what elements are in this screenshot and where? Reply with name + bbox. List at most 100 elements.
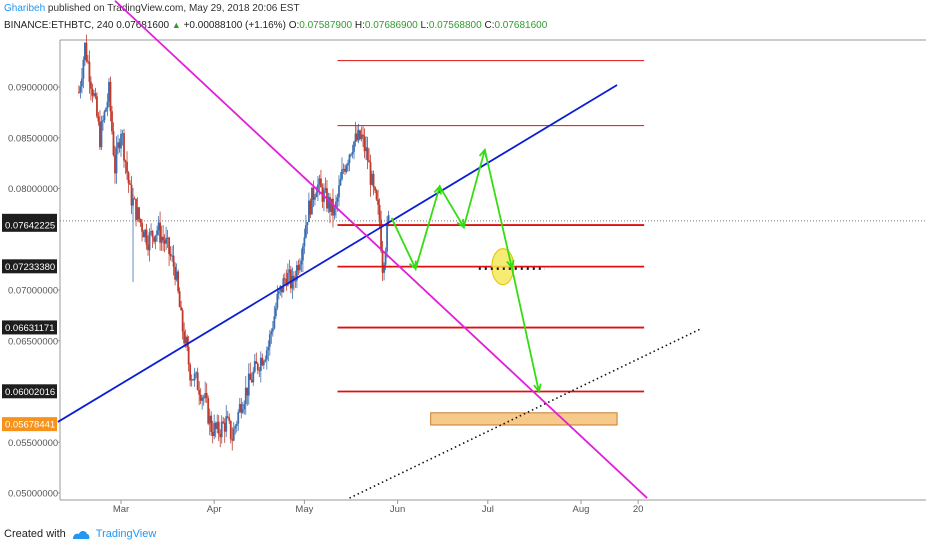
candle-body	[381, 250, 384, 273]
candle-body	[380, 219, 382, 251]
candle-body	[189, 364, 192, 381]
candle-body	[153, 237, 155, 242]
candle-body	[172, 255, 175, 267]
candle-body	[217, 421, 220, 435]
candle-body	[226, 416, 229, 418]
candle-body	[363, 136, 366, 152]
author-name[interactable]: Gharibeh	[4, 3, 46, 14]
candle-body	[256, 363, 259, 371]
candle-body	[141, 222, 143, 232]
candle-body	[354, 133, 357, 142]
candle-body	[384, 251, 387, 265]
candle-body	[253, 361, 256, 372]
candle-body	[276, 293, 279, 308]
y-tick-label: 0.06500000	[8, 336, 58, 347]
y-tick-label: 0.08500000	[8, 133, 58, 144]
candle-body	[320, 178, 322, 188]
y-tick-label: 0.09000000	[8, 83, 58, 94]
candle-body	[202, 397, 205, 399]
candle-body	[126, 161, 128, 173]
price-badge	[2, 259, 57, 274]
target-zone-box[interactable]	[430, 412, 618, 426]
candle-body	[112, 131, 115, 156]
candle-body	[186, 336, 189, 347]
candle-body	[305, 225, 307, 238]
projection-path[interactable]	[390, 149, 540, 392]
candle-body	[357, 130, 360, 141]
candle-body	[91, 88, 94, 96]
candle-body	[332, 198, 334, 216]
candle-body	[359, 130, 361, 139]
x-tick-label: 20	[633, 504, 644, 515]
candle-body	[105, 108, 107, 112]
low-value: 0.07568800	[428, 20, 482, 31]
candle-body	[160, 236, 163, 243]
candle-body	[300, 260, 303, 265]
candle-body	[375, 190, 378, 200]
candle-body	[199, 394, 202, 401]
candle-body	[87, 60, 89, 62]
candle-body	[154, 235, 157, 242]
candle-body	[228, 417, 231, 421]
candle-body	[142, 231, 145, 238]
candle-body	[378, 204, 381, 220]
candle-body	[237, 411, 240, 424]
candle-body	[93, 93, 95, 96]
candle-body	[366, 147, 369, 161]
candle-body	[341, 169, 343, 180]
candle-body	[175, 271, 178, 280]
candle-body	[118, 142, 121, 149]
candle-body	[311, 187, 313, 215]
candle-body	[362, 134, 364, 137]
candle-body	[246, 387, 249, 396]
trendline-falling[interactable]	[114, 0, 648, 499]
candle-body	[317, 184, 319, 193]
candle-body	[115, 147, 118, 174]
candle-body	[229, 420, 232, 440]
tradingview-brand[interactable]: TradingView	[95, 528, 157, 540]
candle-body	[309, 200, 312, 215]
candle-body	[264, 359, 267, 362]
trendline-support[interactable]	[349, 327, 702, 499]
candle-body	[222, 421, 225, 423]
trendline-rising[interactable]	[57, 84, 618, 423]
high-label: H:	[354, 20, 365, 31]
projection-arrowhead	[408, 260, 417, 271]
x-tick-label: Apr	[207, 504, 222, 515]
y-tick-label: 0.05500000	[8, 438, 58, 449]
candle-body	[97, 116, 100, 122]
projection-arrowhead	[506, 259, 515, 270]
candle-body	[193, 373, 196, 381]
candle-body	[205, 393, 208, 399]
candle-body	[249, 373, 252, 380]
candle-body	[196, 372, 199, 391]
candle-body	[81, 78, 83, 87]
candle-body	[265, 350, 268, 360]
candle-body	[90, 81, 92, 89]
candle-body	[147, 244, 149, 251]
candle-body	[258, 370, 261, 372]
candle-body	[220, 421, 223, 438]
candle-body	[102, 120, 104, 122]
candle-body	[303, 237, 306, 247]
y-tick-label: 0.07000000	[8, 286, 58, 297]
candle-body	[348, 154, 351, 163]
highlight-circle[interactable]	[491, 248, 515, 286]
candle-body	[314, 197, 316, 200]
candle-body	[270, 331, 273, 335]
candle-body	[238, 403, 241, 412]
candle-body	[213, 423, 216, 436]
candle-body	[330, 198, 333, 212]
price-badge	[2, 384, 57, 399]
x-tick-label: May	[295, 504, 313, 515]
candle-body	[261, 357, 264, 366]
candle-body	[151, 231, 154, 238]
candle-body	[268, 334, 271, 347]
candle-body	[347, 162, 349, 166]
candle-body	[243, 404, 246, 410]
projection-arrowhead	[478, 147, 488, 158]
projection-arrowhead	[533, 383, 542, 394]
candle-body	[78, 92, 80, 94]
candle-body	[371, 173, 373, 185]
